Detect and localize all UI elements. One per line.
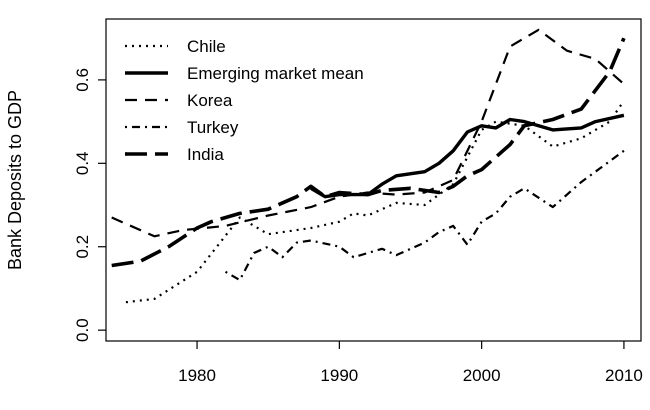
legend-label: Chile	[187, 37, 226, 56]
y-tick-label: 0.6	[73, 68, 92, 92]
legend-label: Korea	[187, 91, 233, 110]
legend-label: Emerging market mean	[187, 64, 364, 83]
series-line-chile	[125, 100, 625, 304]
x-tick-label: 1990	[320, 366, 358, 385]
legend-label: India	[187, 145, 224, 164]
series-line-turkey	[224, 149, 625, 282]
y-axis-label: Bank Deposits to GDP	[5, 90, 25, 270]
y-tick-label: 0.4	[73, 151, 92, 175]
x-tick-label: 2010	[605, 366, 643, 385]
series-line-emerging-market-mean	[310, 113, 625, 199]
y-tick-label: 0.2	[73, 235, 92, 259]
legend-label: Turkey	[187, 118, 239, 137]
plot-frame	[105, 18, 642, 342]
x-tick-label: 1980	[178, 366, 216, 385]
series-line-korea	[111, 28, 625, 238]
y-tick-label: 0.0	[73, 318, 92, 342]
x-tick-label: 2000	[463, 366, 501, 385]
series-line-india	[111, 37, 626, 268]
